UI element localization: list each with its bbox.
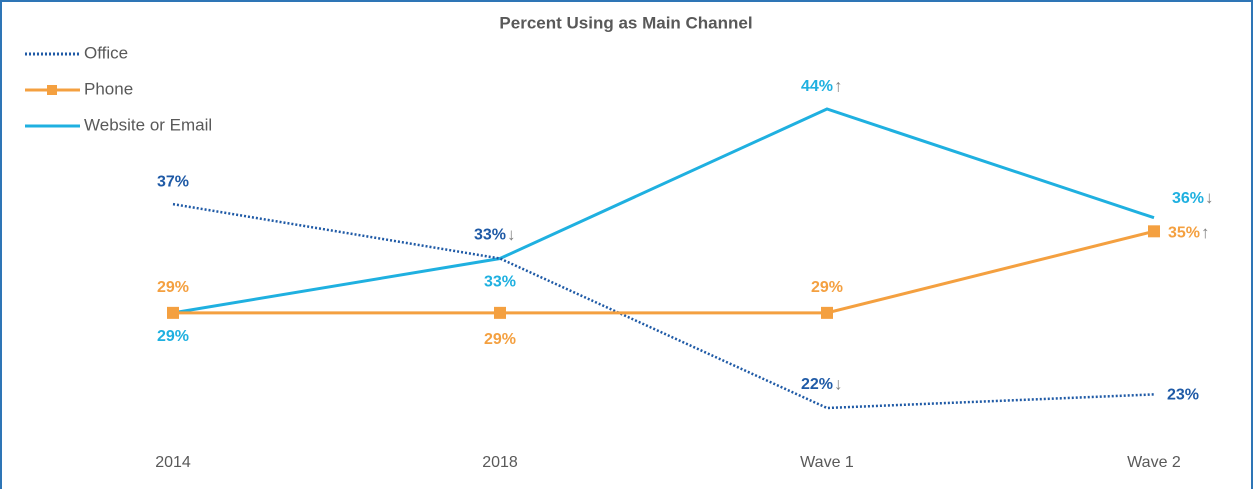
x-tick-label: 2018	[482, 454, 518, 471]
data-label: 29%	[484, 331, 516, 348]
data-label: 37%	[157, 173, 189, 190]
point	[494, 306, 506, 319]
change-marker: ↓	[834, 374, 843, 393]
data-label: 35%	[1168, 225, 1200, 242]
legend-label: Phone	[84, 79, 133, 98]
change-marker: ↓	[507, 225, 516, 244]
change-marker: ↓	[1205, 188, 1214, 207]
data-label: 29%	[157, 328, 189, 345]
point	[821, 306, 833, 319]
data-label: 33%	[474, 227, 506, 244]
chart-title: Percent Using as Main Channel	[499, 13, 752, 32]
line	[173, 229, 1155, 315]
data-label: 36%	[1172, 190, 1204, 207]
change-marker: ↑	[1201, 223, 1210, 242]
line	[172, 202, 1155, 410]
point	[1148, 225, 1160, 238]
data-label: 22%	[801, 376, 833, 393]
data-label: 23%	[1167, 387, 1199, 404]
legend-marker	[47, 85, 57, 95]
data-label: 33%	[484, 274, 516, 291]
data-label: 29%	[157, 279, 189, 296]
legend-label: Office	[84, 43, 128, 62]
line	[172, 107, 1155, 315]
legend-label: Website or Email	[84, 115, 212, 134]
data-label: 44%	[801, 78, 833, 95]
data-label: 29%	[811, 279, 843, 296]
x-tick-label: 2014	[155, 454, 191, 471]
change-marker: ↑	[834, 76, 843, 95]
x-tick-label: Wave 2	[1127, 454, 1181, 471]
point	[167, 306, 179, 319]
x-tick-label: Wave 1	[800, 454, 854, 471]
